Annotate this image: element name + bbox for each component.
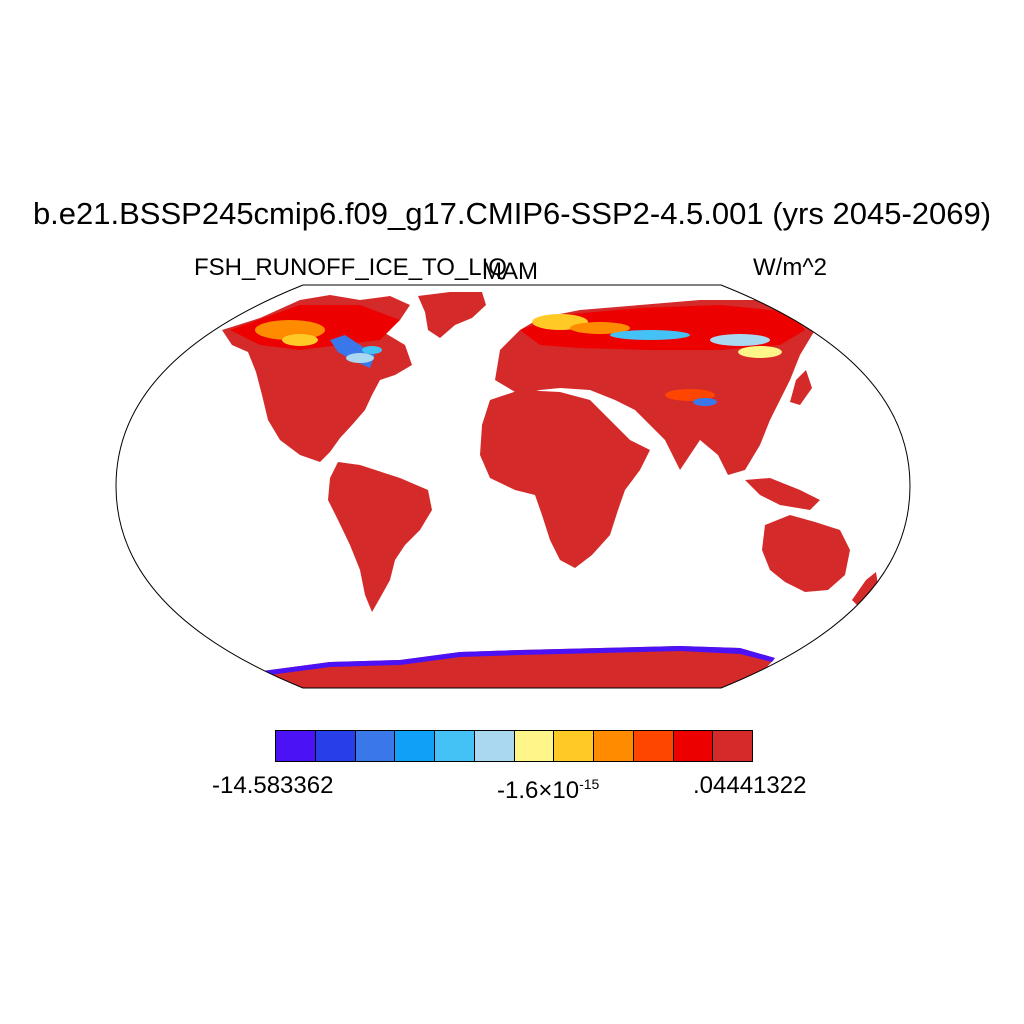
colorbar <box>275 730 753 762</box>
plot-title: b.e21.BSSP245cmip6.f09_g17.CMIP6-SSP2-4.… <box>32 196 992 231</box>
units-label: W/m^2 <box>753 254 827 281</box>
maritime-southeast-asia <box>745 478 820 510</box>
south-america <box>328 462 432 612</box>
japan <box>790 370 812 405</box>
greenland <box>418 292 486 338</box>
colorbar-box-6 <box>514 731 555 761</box>
antarctica-edge <box>255 646 775 676</box>
colorbar-min-label: -14.583362 <box>212 772 334 799</box>
siberia-light-band <box>710 334 770 346</box>
new-zealand <box>852 572 878 606</box>
colorbar-box-10 <box>673 731 714 761</box>
scandinavia-orange-band <box>570 322 630 334</box>
colorbar-box-7 <box>554 731 594 761</box>
colorbar-mid-label: -1.6×10-15 <box>497 776 599 805</box>
siberia-blue-band <box>610 330 690 340</box>
colorbar-max-label: .04441322 <box>693 772 807 799</box>
colorbar-box-8 <box>594 731 634 761</box>
map-contents <box>222 292 878 688</box>
colorbar-box-2 <box>355 731 396 761</box>
colorbar-box-3 <box>395 731 435 761</box>
himalaya-band <box>693 398 717 406</box>
colorbar-box-11 <box>713 731 752 761</box>
africa <box>480 390 650 568</box>
hudson-light-band <box>346 353 374 363</box>
canada-yellow-band <box>282 334 318 346</box>
hudson-cyan-band <box>362 346 382 354</box>
australia <box>762 515 850 592</box>
variable-label: FSH_RUNOFF_ICE_TO_LIQ <box>194 254 507 281</box>
central-asia-band <box>665 389 715 401</box>
colorbar-box-0 <box>276 731 316 761</box>
globe-border <box>115 284 911 689</box>
season-label: MAM <box>482 258 538 285</box>
colorbar-box-5 <box>474 731 515 761</box>
colorbar-box-9 <box>633 731 674 761</box>
colorbar-mid-mantissa: -1.6 <box>497 777 539 804</box>
antarctica <box>255 646 775 688</box>
colorbar-box-1 <box>315 731 356 761</box>
colorbar-mid-exponent: -15 <box>579 776 600 792</box>
colorbar-mid-times: ×10 <box>538 777 580 804</box>
siberia-yellow-band <box>738 346 782 358</box>
colorbar-box-4 <box>435 731 475 761</box>
